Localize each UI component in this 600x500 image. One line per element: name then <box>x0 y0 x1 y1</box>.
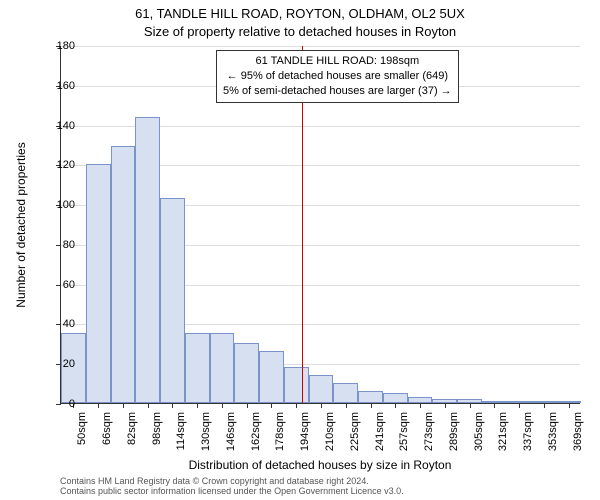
histogram-bar <box>333 383 358 403</box>
y-tick-label: 40 <box>35 318 75 330</box>
x-tick-label: 225sqm <box>349 412 361 482</box>
histogram-bar <box>234 343 259 403</box>
histogram-bar <box>284 367 309 403</box>
histogram-bar <box>358 391 383 403</box>
x-tick-label: 82sqm <box>126 412 138 482</box>
y-tick-label: 0 <box>35 398 75 410</box>
histogram-bar <box>185 333 210 403</box>
x-tick-mark <box>123 403 124 408</box>
x-tick-label: 178sqm <box>274 412 286 482</box>
x-tick-label: 66sqm <box>101 412 113 482</box>
x-tick-label: 130sqm <box>200 412 212 482</box>
x-tick-label: 50sqm <box>76 412 88 482</box>
histogram-bar <box>309 375 334 403</box>
histogram-bar <box>135 117 160 403</box>
x-tick-label: 194sqm <box>299 412 311 482</box>
y-axis-label: Number of detached properties <box>14 142 28 307</box>
x-tick-mark <box>519 403 520 408</box>
x-tick-label: 353sqm <box>547 412 559 482</box>
x-tick-mark <box>172 403 173 408</box>
x-tick-label: 98sqm <box>151 412 163 482</box>
x-tick-mark <box>395 403 396 408</box>
x-tick-label: 369sqm <box>572 412 584 482</box>
y-tick-label: 140 <box>35 120 75 132</box>
x-tick-mark <box>271 403 272 408</box>
y-tick-label: 20 <box>35 358 75 370</box>
x-tick-mark <box>420 403 421 408</box>
x-tick-mark <box>569 403 570 408</box>
x-tick-mark <box>544 403 545 408</box>
x-tick-mark <box>222 403 223 408</box>
histogram-bar <box>160 198 185 403</box>
histogram-bar <box>210 333 235 403</box>
y-tick-label: 120 <box>35 159 75 171</box>
x-tick-mark <box>371 403 372 408</box>
histogram-bar <box>383 393 408 403</box>
x-tick-mark <box>321 403 322 408</box>
histogram-bar <box>259 351 284 403</box>
x-tick-label: 257sqm <box>398 412 410 482</box>
x-tick-label: 273sqm <box>423 412 435 482</box>
x-tick-mark <box>197 403 198 408</box>
chart-title-line2: Size of property relative to detached ho… <box>0 24 600 39</box>
x-tick-label: 146sqm <box>225 412 237 482</box>
x-tick-mark <box>98 403 99 408</box>
y-tick-label: 100 <box>35 199 75 211</box>
footer-line2: Contains public sector information licen… <box>60 486 580 496</box>
y-tick-label: 60 <box>35 279 75 291</box>
annotation-line3: 5% of semi-detached houses are larger (3… <box>223 84 452 99</box>
annotation-line1: 61 TANDLE HILL ROAD: 198sqm <box>223 54 452 69</box>
x-tick-label: 210sqm <box>324 412 336 482</box>
chart-title-line1: 61, TANDLE HILL ROAD, ROYTON, OLDHAM, OL… <box>0 6 600 21</box>
x-tick-label: 305sqm <box>473 412 485 482</box>
chart-plot-area: 61 TANDLE HILL ROAD: 198sqm← 95% of deta… <box>60 46 580 404</box>
x-tick-mark <box>247 403 248 408</box>
x-tick-label: 289sqm <box>448 412 460 482</box>
x-tick-mark <box>296 403 297 408</box>
histogram-bar <box>86 164 111 403</box>
x-tick-label: 337sqm <box>522 412 534 482</box>
x-tick-mark <box>445 403 446 408</box>
x-tick-mark <box>346 403 347 408</box>
annotation-box: 61 TANDLE HILL ROAD: 198sqm← 95% of deta… <box>216 50 459 103</box>
x-tick-label: 321sqm <box>497 412 509 482</box>
y-tick-label: 160 <box>35 80 75 92</box>
annotation-line2: ← 95% of detached houses are smaller (64… <box>223 69 452 84</box>
x-tick-mark <box>148 403 149 408</box>
x-tick-mark <box>470 403 471 408</box>
gridline <box>61 46 580 47</box>
y-tick-label: 180 <box>35 40 75 52</box>
histogram-bar <box>111 146 136 403</box>
x-tick-label: 162sqm <box>250 412 262 482</box>
x-tick-label: 114sqm <box>175 412 187 482</box>
y-tick-label: 80 <box>35 239 75 251</box>
x-tick-label: 241sqm <box>374 412 386 482</box>
x-tick-mark <box>494 403 495 408</box>
